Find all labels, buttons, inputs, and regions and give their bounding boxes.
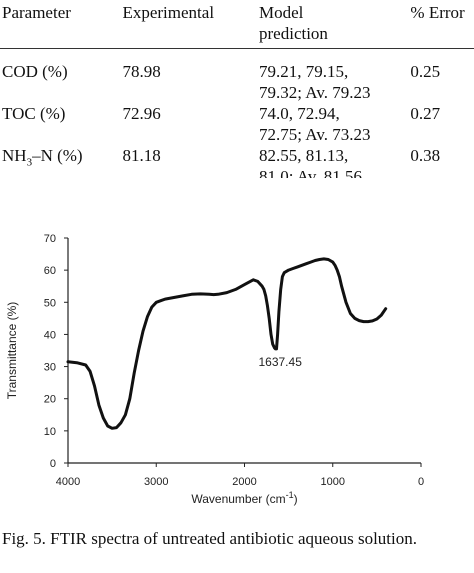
- cell-parameter: NH3–N (%): [0, 145, 122, 178]
- param-prefix: NH: [2, 146, 27, 165]
- table-row: NH3–N (%) 81.18 82.55, 81.13, 81.0; Av. …: [0, 145, 474, 178]
- x-tick-label: 1000: [321, 476, 345, 488]
- peak-annotation: 1637.45: [258, 355, 302, 369]
- figure-caption: Fig. 5. FTIR spectra of untreated antibi…: [2, 529, 418, 548]
- cell-error: 0.25: [410, 62, 441, 81]
- model-line-1: 74.0, 72.94,: [259, 104, 340, 123]
- results-table-container: Parameter Experimental Model prediction …: [0, 0, 474, 178]
- results-table: Parameter Experimental Model prediction …: [0, 0, 474, 178]
- ftir-chart: 0 10 20 30 40 50 60 70 4000 3000 2000 1000 0 1637.45…: [0, 226, 474, 516]
- x-tick-label: 0: [418, 476, 424, 488]
- ftir-chart-svg: 0 10 20 30 40 50 60 70 4000 3000 2000 1000 0 1637.45…: [5, 233, 424, 506]
- header-parameter: Parameter: [0, 0, 123, 49]
- chart-axes: [67, 238, 421, 464]
- cell-error: 0.27: [410, 104, 441, 123]
- x-axis-label: Wavenumber (cm-1): [191, 490, 297, 506]
- y-tick-label: 20: [44, 394, 56, 406]
- model-line-2: 79.32; Av. 79.23: [259, 83, 371, 102]
- x-tick-label: 2000: [232, 476, 256, 488]
- x-axis-label-text: Wavenumber (cm: [191, 492, 285, 506]
- table-header-row: Parameter Experimental Model prediction …: [0, 0, 474, 49]
- y-tick-label: 30: [44, 362, 56, 374]
- cell-experimental: 72.96: [122, 104, 161, 123]
- y-tick-label: 10: [44, 426, 56, 438]
- cell-model-prediction: 74.0, 72.94, 72.75; Av. 73.23: [259, 103, 410, 145]
- cell-error: 0.38: [410, 146, 441, 165]
- table-row: TOC (%) 72.96 74.0, 72.94, 72.75; Av. 73…: [0, 103, 474, 145]
- model-line-2: 72.75; Av. 73.23: [259, 125, 371, 144]
- table-row: COD (%) 78.98 79.21, 79.15, 79.32; Av. 7…: [0, 49, 474, 104]
- header-model-prediction-text: Model prediction: [259, 3, 328, 43]
- chart-series: [66, 257, 388, 430]
- cell-parameter: TOC (%): [2, 104, 66, 123]
- x-axis-label-sup: -1: [286, 490, 294, 500]
- chart-ticks: 0 10 20 30 40 50 60 70 4000 3000 2000 1000 0: [44, 233, 424, 488]
- model-line-1: 79.21, 79.15,: [259, 62, 349, 81]
- param-suffix: –N (%): [32, 146, 83, 165]
- spectrum-line: [66, 257, 388, 430]
- cell-experimental: 78.98: [122, 62, 161, 81]
- y-tick-label: 60: [44, 265, 56, 277]
- param-subscript: 3: [26, 156, 33, 169]
- model-line-1: 82.55, 81.13,: [259, 146, 349, 165]
- y-axis-label: Transmittance (%): [5, 302, 19, 400]
- x-axis-label-close: ): [294, 492, 298, 506]
- header-model-prediction: Model prediction: [259, 0, 411, 49]
- cell-model-prediction: 79.21, 79.15, 79.32; Av. 79.23: [259, 49, 410, 104]
- cell-parameter: COD (%): [2, 62, 68, 81]
- y-tick-label: 40: [44, 329, 56, 341]
- model-line-2: 81.0; Av. 81.56: [259, 167, 362, 178]
- y-tick-label: 70: [44, 233, 56, 245]
- x-tick-label: 4000: [56, 476, 80, 488]
- cell-experimental: 81.18: [122, 146, 161, 165]
- header-experimental: Experimental: [122, 0, 260, 49]
- header-error: % Error: [410, 0, 474, 49]
- cell-model-prediction: 82.55, 81.13, 81.0; Av. 81.56: [259, 145, 410, 178]
- x-tick-label: 3000: [144, 476, 168, 488]
- y-tick-label: 0: [50, 458, 56, 470]
- y-tick-label: 50: [44, 297, 56, 309]
